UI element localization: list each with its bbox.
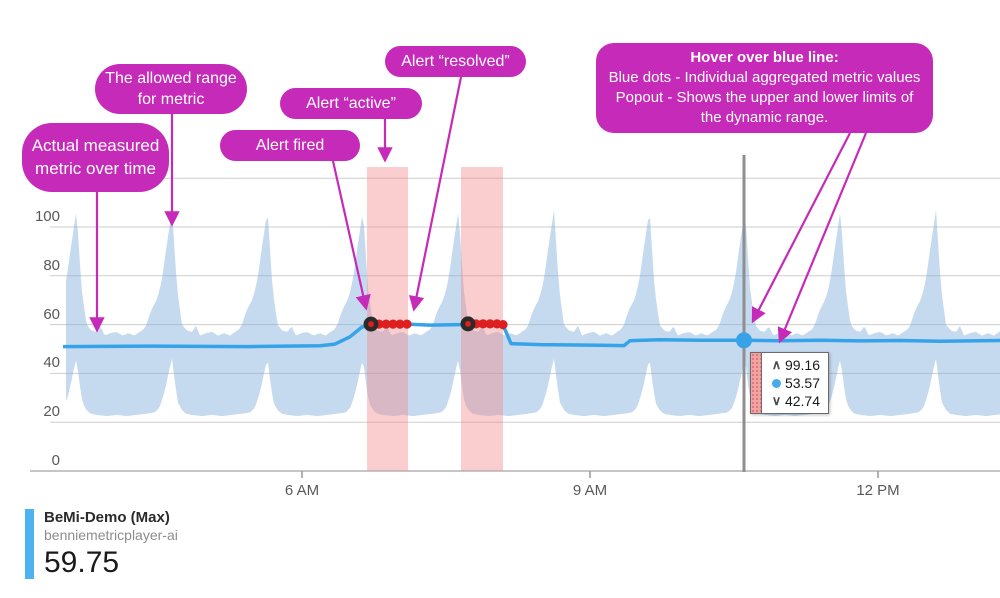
metric-line[interactable] — [62, 321, 1000, 349]
hover-dot[interactable] — [736, 332, 752, 349]
annotation-arrow — [331, 160, 371, 311]
callout-text: Hover over blue line: — [690, 49, 839, 67]
alert-active-dot — [498, 320, 508, 330]
callout-actual-metric: Actual measured metric over time — [22, 123, 169, 192]
lower-limit-row: ∨ 42.74 — [768, 392, 820, 410]
alert-active-dot — [381, 319, 391, 329]
y-axis-label: 0 — [51, 452, 60, 469]
series-title: BeMi-Demo (Max) — [44, 509, 170, 526]
upper-limit-value: 99.16 — [784, 357, 820, 373]
callout-alert-active: Alert “active” — [280, 88, 422, 119]
y-axis-label: 60 — [43, 305, 60, 323]
callout-text: Alert “resolved” — [401, 52, 510, 70]
lower-limit-value: 42.74 — [784, 393, 820, 409]
y-axis-label: 20 — [43, 403, 60, 421]
callout-text: Alert fired — [255, 136, 325, 154]
x-axis-label: 6 AM — [284, 482, 320, 499]
metric-value: 53.57 — [784, 375, 820, 391]
callout-alert-fired: Alert fired — [220, 130, 360, 161]
metric-value-row: 53.57 — [768, 374, 820, 392]
chevron-up-icon: ∧ — [771, 357, 782, 372]
alert-active-dot — [402, 319, 412, 329]
callout-text: Popout - Shows the upper and lower limit… — [615, 89, 914, 106]
alert-active-dot — [478, 319, 488, 329]
legend-item[interactable]: BeMi-Demo (Max) benniemetricplayer-ai 59… — [25, 509, 178, 580]
callout-text: The allowed range — [105, 69, 237, 87]
callout-text: for metric — [137, 91, 205, 108]
metric-dot-icon — [768, 378, 785, 388]
alert-active-dot — [395, 319, 405, 329]
hover-tooltip: ∧ 99.16 53.57 ∨ 42.74 — [750, 352, 829, 414]
annotation-arrow — [751, 132, 851, 324]
series-color-bar — [25, 509, 34, 579]
annotation-arrow — [777, 132, 868, 344]
y-axis-label: 40 — [43, 354, 60, 372]
dynamic-range-strip — [751, 353, 762, 413]
callout-alert-resolved: Alert “resolved” — [385, 46, 526, 77]
chevron-down-icon: ∨ — [771, 393, 782, 408]
x-axis-label: 9 AM — [572, 482, 608, 499]
allowed-range-band — [66, 209, 1000, 417]
x-axis-label: 12 PM — [856, 482, 900, 499]
series-resource: benniemetricplayer-ai — [44, 527, 178, 543]
alert-active-dot — [485, 319, 495, 329]
alert-fired-dot — [460, 316, 476, 332]
alert-active-dot — [388, 319, 398, 329]
annotation-arrow — [408, 76, 463, 312]
callout-text: Actual measured — [31, 136, 160, 156]
upper-limit-row: ∧ 99.16 — [768, 356, 820, 374]
callout-allowed-range: The allowed range for metric — [95, 64, 247, 114]
series-value: 59.75 — [44, 546, 120, 579]
callout-text: Alert “active” — [306, 94, 396, 112]
y-axis-label: 100 — [34, 208, 60, 225]
y-axis-label: 80 — [43, 256, 60, 274]
callout-text: Blue dots - Individual aggregated metric… — [608, 69, 921, 87]
callout-text: the dynamic range. — [700, 108, 829, 126]
callout-text: metric over time — [35, 158, 156, 178]
alert-fired-dot — [363, 316, 379, 332]
callout-hover-info: Hover over blue line: Blue dots - Individ… — [596, 43, 933, 133]
